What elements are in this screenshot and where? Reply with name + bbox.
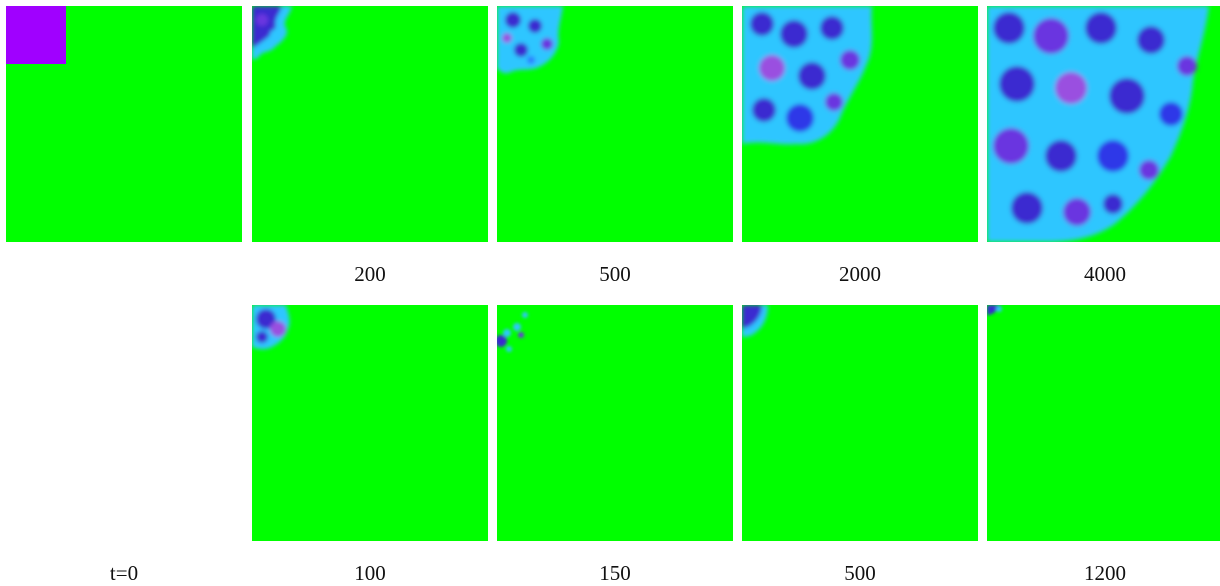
panel-bottom-1200-image	[987, 305, 1220, 541]
caption-bottom-500: 500	[844, 561, 876, 585]
panel-top-4000	[987, 6, 1220, 242]
panel-top-500-image	[497, 6, 733, 242]
caption-bottom-t0: t=0	[109, 561, 139, 585]
panel-top-500	[497, 6, 733, 242]
panel-bottom-150-image	[497, 305, 733, 541]
panel-top-200-image	[252, 6, 488, 242]
initial-seed-square	[6, 6, 66, 64]
panel-t0-image	[6, 6, 242, 242]
caption-top-4000: 4000	[1084, 262, 1126, 286]
panel-t0	[6, 6, 242, 242]
panel-top-2000	[742, 6, 978, 242]
panel-bottom-500	[742, 305, 978, 541]
caption-bottom-100: 100	[354, 561, 386, 585]
caption-bottom-150: 150	[599, 561, 631, 585]
panel-bottom-150	[497, 305, 733, 541]
panel-top-200	[252, 6, 488, 242]
panel-bottom-100-image	[252, 305, 488, 541]
panel-bottom-500-image	[742, 305, 978, 541]
panel-top-4000-image	[987, 6, 1220, 242]
caption-bottom-1200: 1200	[1084, 561, 1126, 585]
panel-bottom-1200	[987, 305, 1220, 541]
panel-bottom-100	[252, 305, 488, 541]
caption-top-2000: 2000	[839, 262, 881, 286]
caption-top-500: 500	[599, 262, 631, 286]
panel-top-2000-image	[742, 6, 978, 242]
caption-top-200: 200	[354, 262, 386, 286]
